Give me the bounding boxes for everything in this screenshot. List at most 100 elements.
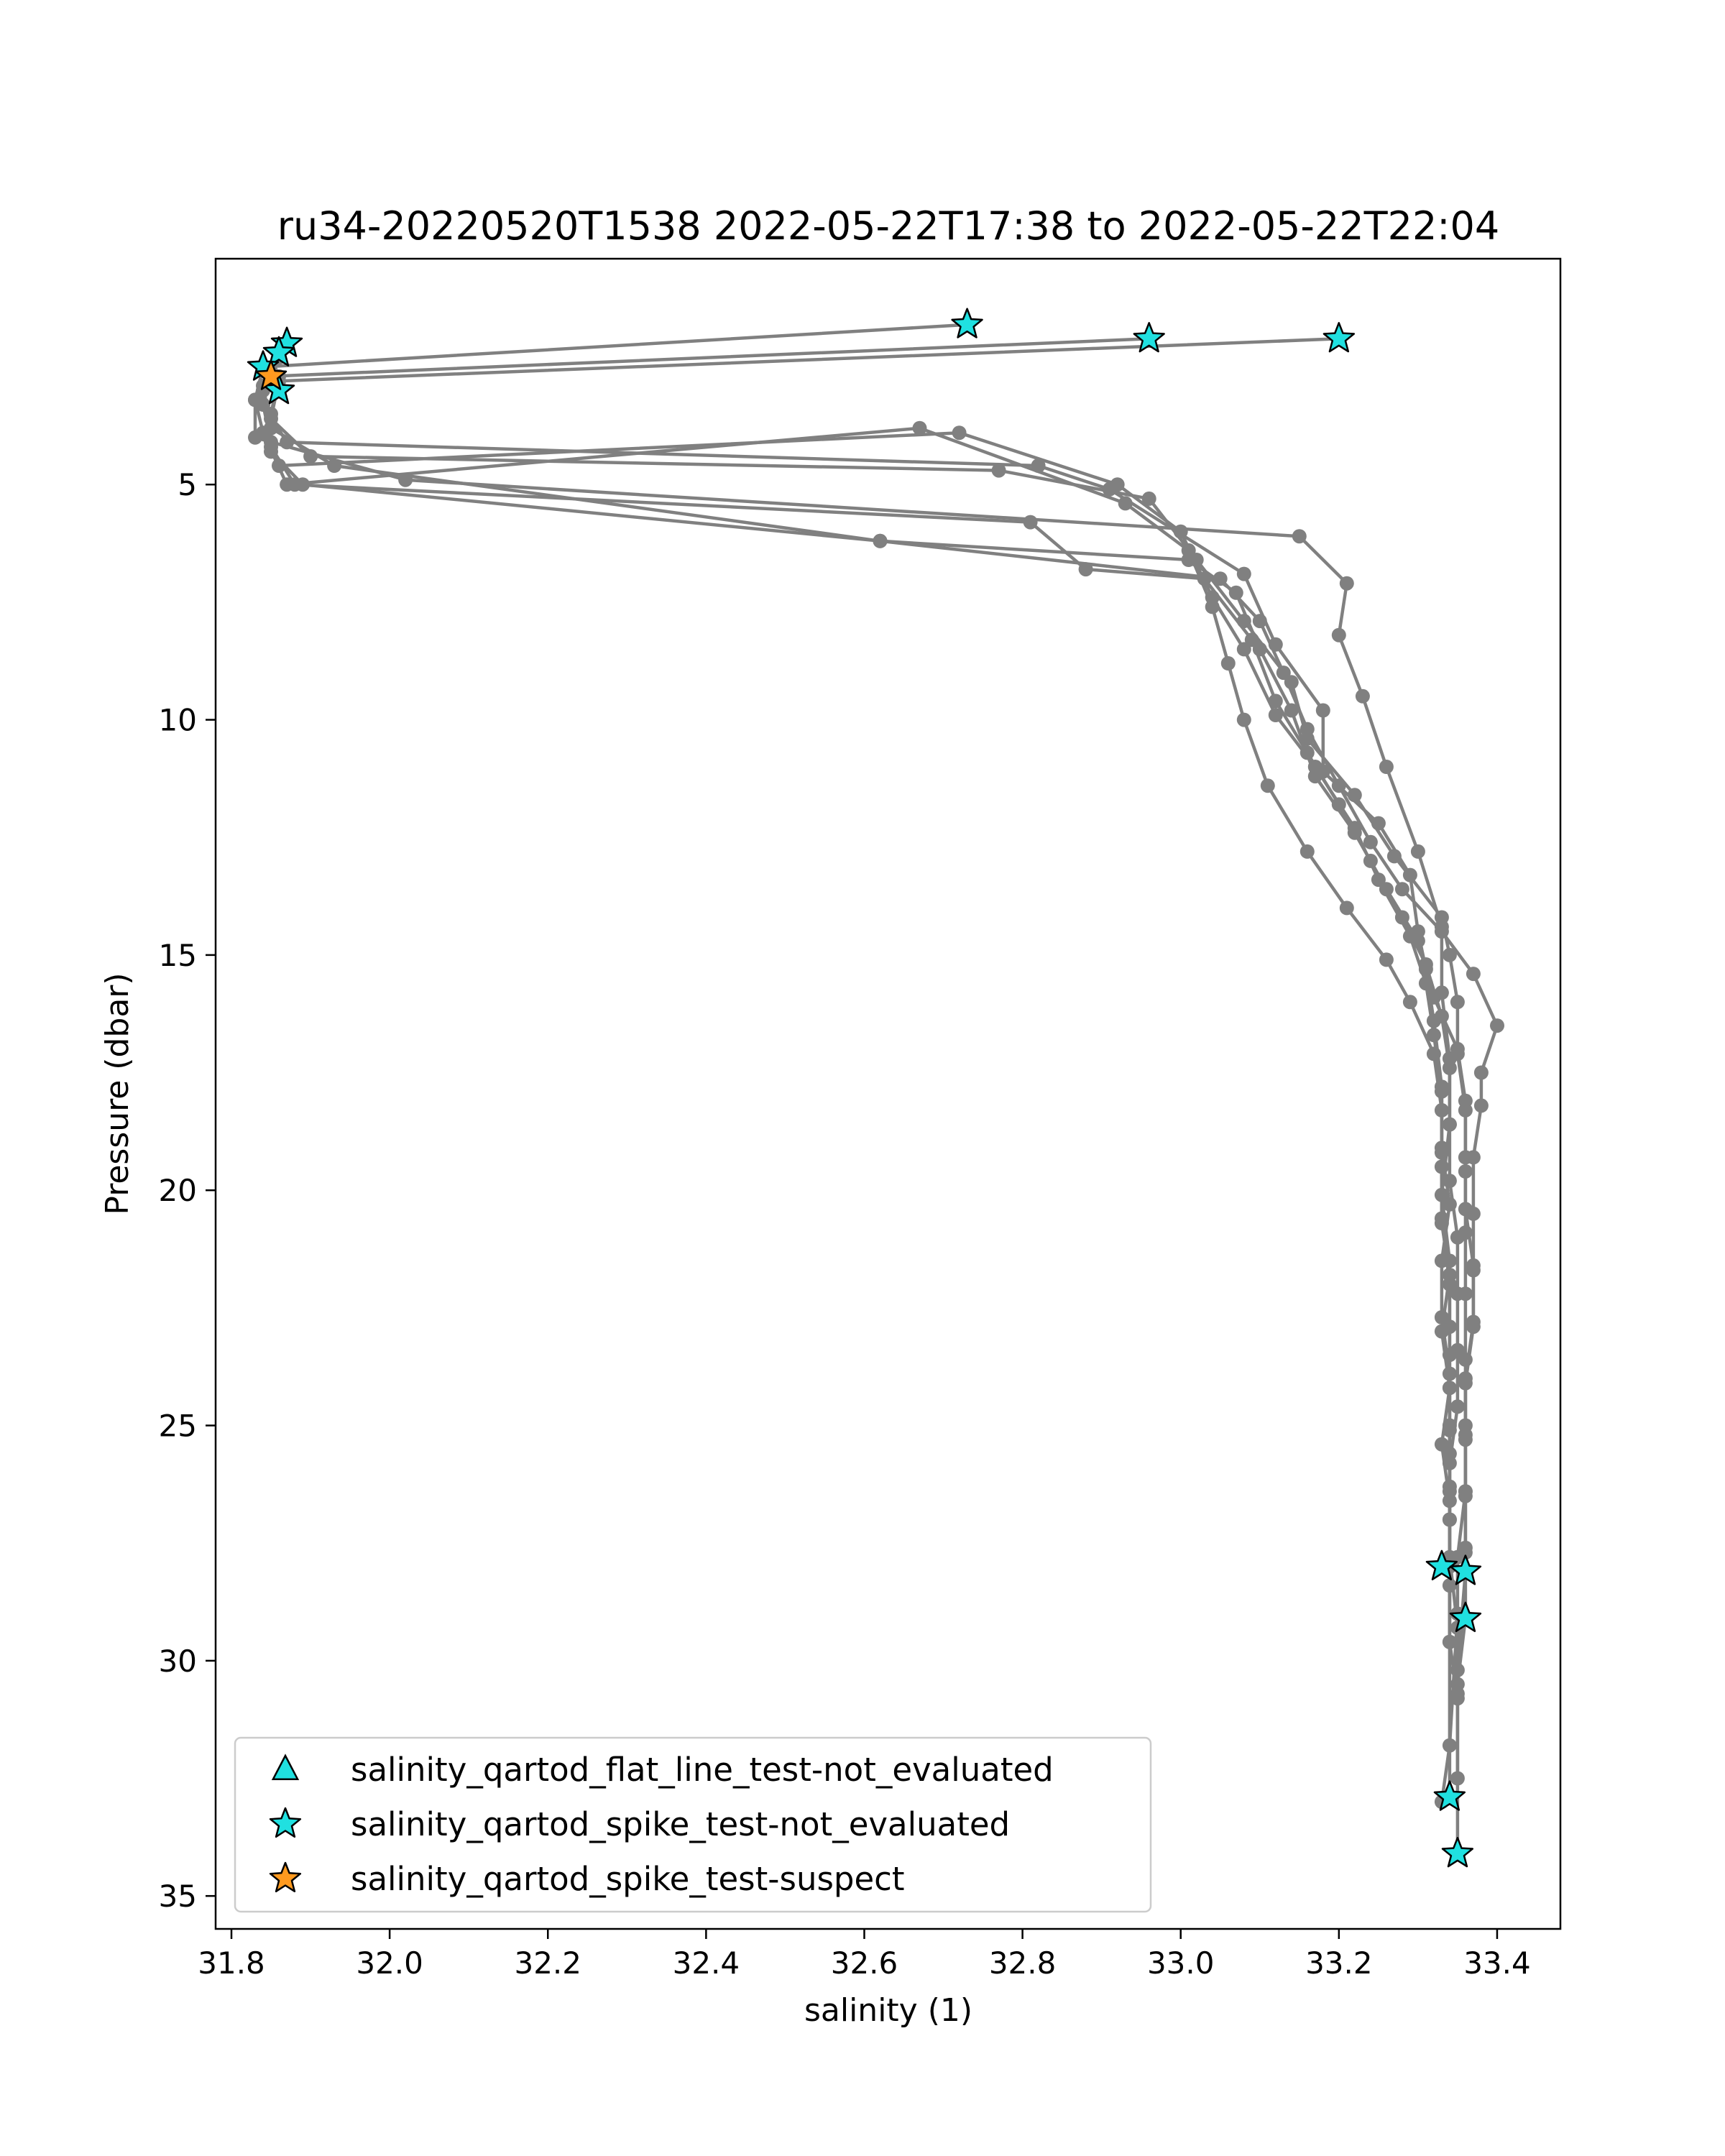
series-point <box>1268 708 1283 722</box>
series-point <box>1466 1206 1481 1221</box>
flag-star-marker <box>1449 1601 1482 1632</box>
series-point <box>1331 627 1346 642</box>
flag-star-marker <box>262 336 295 367</box>
flag-star-marker <box>1441 1837 1474 1868</box>
flag-star-marker <box>1425 1549 1458 1580</box>
series-point <box>256 397 270 412</box>
series-line-7 <box>261 371 1452 1642</box>
series-point <box>327 459 342 473</box>
legend: salinity_qartod_flat_line_test-not_evalu… <box>234 1736 1152 1913</box>
legend-label: salinity_qartod_spike_test-not_evaluated <box>351 1805 1010 1843</box>
series-line-5 <box>261 352 1499 1854</box>
series-point <box>912 420 927 436</box>
series-point <box>1339 576 1354 591</box>
y-tick-label: 15 <box>159 938 197 973</box>
series-point <box>1347 788 1362 803</box>
series-line-4 <box>261 342 1476 1779</box>
series-point <box>1434 1310 1449 1325</box>
series-line-3 <box>269 337 1468 1802</box>
series-point <box>1426 1028 1441 1043</box>
chart-title: ru34-20220520T1538 2022-05-22T17:38 to 2… <box>277 203 1499 249</box>
flag-star-marker <box>254 359 288 390</box>
x-axis-label: salinity (1) <box>804 1992 972 2029</box>
series-point <box>1078 562 1093 577</box>
x-tick-label: 31.8 <box>198 1945 265 1981</box>
series-point <box>1418 957 1433 972</box>
series-point <box>1442 1455 1457 1470</box>
series-point <box>1386 849 1402 864</box>
x-tick-label: 32.6 <box>831 1945 898 1981</box>
series-point <box>1434 1253 1449 1268</box>
x-tick-label: 33.2 <box>1305 1945 1373 1981</box>
series-point <box>1244 632 1259 648</box>
series-point <box>1236 712 1251 727</box>
series-point <box>1458 1488 1473 1503</box>
series-point <box>1228 585 1243 600</box>
series-point <box>1473 1065 1489 1080</box>
series-point <box>1450 1342 1465 1358</box>
series-point <box>1268 694 1283 709</box>
series-point <box>1276 665 1291 681</box>
series-point <box>1173 524 1188 539</box>
series-point <box>1458 1545 1473 1560</box>
series-point <box>1426 1046 1441 1061</box>
y-axis-label: Pressure (dbar) <box>99 972 136 1215</box>
series-point <box>264 439 278 454</box>
series-point <box>1466 1150 1481 1165</box>
series-point <box>1466 1319 1481 1335</box>
legend-label: salinity_qartod_flat_line_test-not_evalu… <box>351 1751 1054 1789</box>
x-axis: 31.8 32.0 32.2 32.4 32.6 32.8 33.0 33.2 33.4 <box>198 1929 1531 1981</box>
series-point <box>1292 529 1307 544</box>
series-point <box>1300 844 1315 859</box>
y-axis: 5 10 15 20 25 30 35 <box>159 467 216 1914</box>
series-point <box>288 477 303 492</box>
series-point <box>1141 491 1156 506</box>
series-point <box>1434 1141 1449 1156</box>
series-point <box>1450 1677 1465 1692</box>
x-tick-label: 32.0 <box>356 1945 423 1981</box>
series-point <box>1434 1437 1449 1452</box>
x-tick-label: 33.0 <box>1147 1945 1215 1981</box>
series-point <box>1315 703 1330 718</box>
series-point <box>1442 1174 1457 1189</box>
x-tick-label: 32.8 <box>989 1945 1057 1981</box>
series-point <box>1450 1230 1465 1245</box>
series-point <box>1110 477 1125 492</box>
series-point <box>1394 882 1409 897</box>
series-point <box>1197 571 1212 586</box>
series-point <box>1260 778 1275 793</box>
series-point <box>1458 1093 1473 1108</box>
y-tick-label: 20 <box>159 1173 197 1208</box>
series-point <box>1434 1159 1449 1174</box>
legend-label: salinity_qartod_spike_test-suspect <box>351 1860 905 1898</box>
series-point <box>1450 995 1465 1010</box>
series-point <box>1300 745 1315 760</box>
series-point <box>1466 1263 1481 1278</box>
series-point <box>1490 1018 1504 1033</box>
series-point <box>1442 1117 1457 1132</box>
series-point <box>1284 703 1299 718</box>
flag-star-marker <box>951 308 983 338</box>
series-point <box>1118 496 1133 511</box>
y-tick-label: 5 <box>178 467 197 502</box>
series-point <box>1339 900 1354 916</box>
flag-star-marker <box>1449 1554 1482 1585</box>
y-tick-label: 35 <box>159 1879 197 1914</box>
series-point <box>1450 1399 1465 1414</box>
series-point <box>1458 1376 1473 1391</box>
series-point <box>1252 614 1267 629</box>
legend-star-icon <box>269 1807 302 1838</box>
series-point <box>1442 1268 1457 1282</box>
y-tick-label: 25 <box>159 1409 197 1444</box>
series-point <box>1363 834 1378 849</box>
series-point <box>1466 967 1481 982</box>
series-line-1 <box>253 323 1460 1699</box>
x-tick-label: 32.4 <box>673 1945 740 1981</box>
series-point <box>1355 688 1370 704</box>
legend-box <box>234 1736 1152 1913</box>
series-point <box>1434 924 1449 939</box>
series-point <box>873 533 888 548</box>
series-point <box>1394 910 1409 925</box>
legend-triangle-icon <box>271 1754 300 1780</box>
